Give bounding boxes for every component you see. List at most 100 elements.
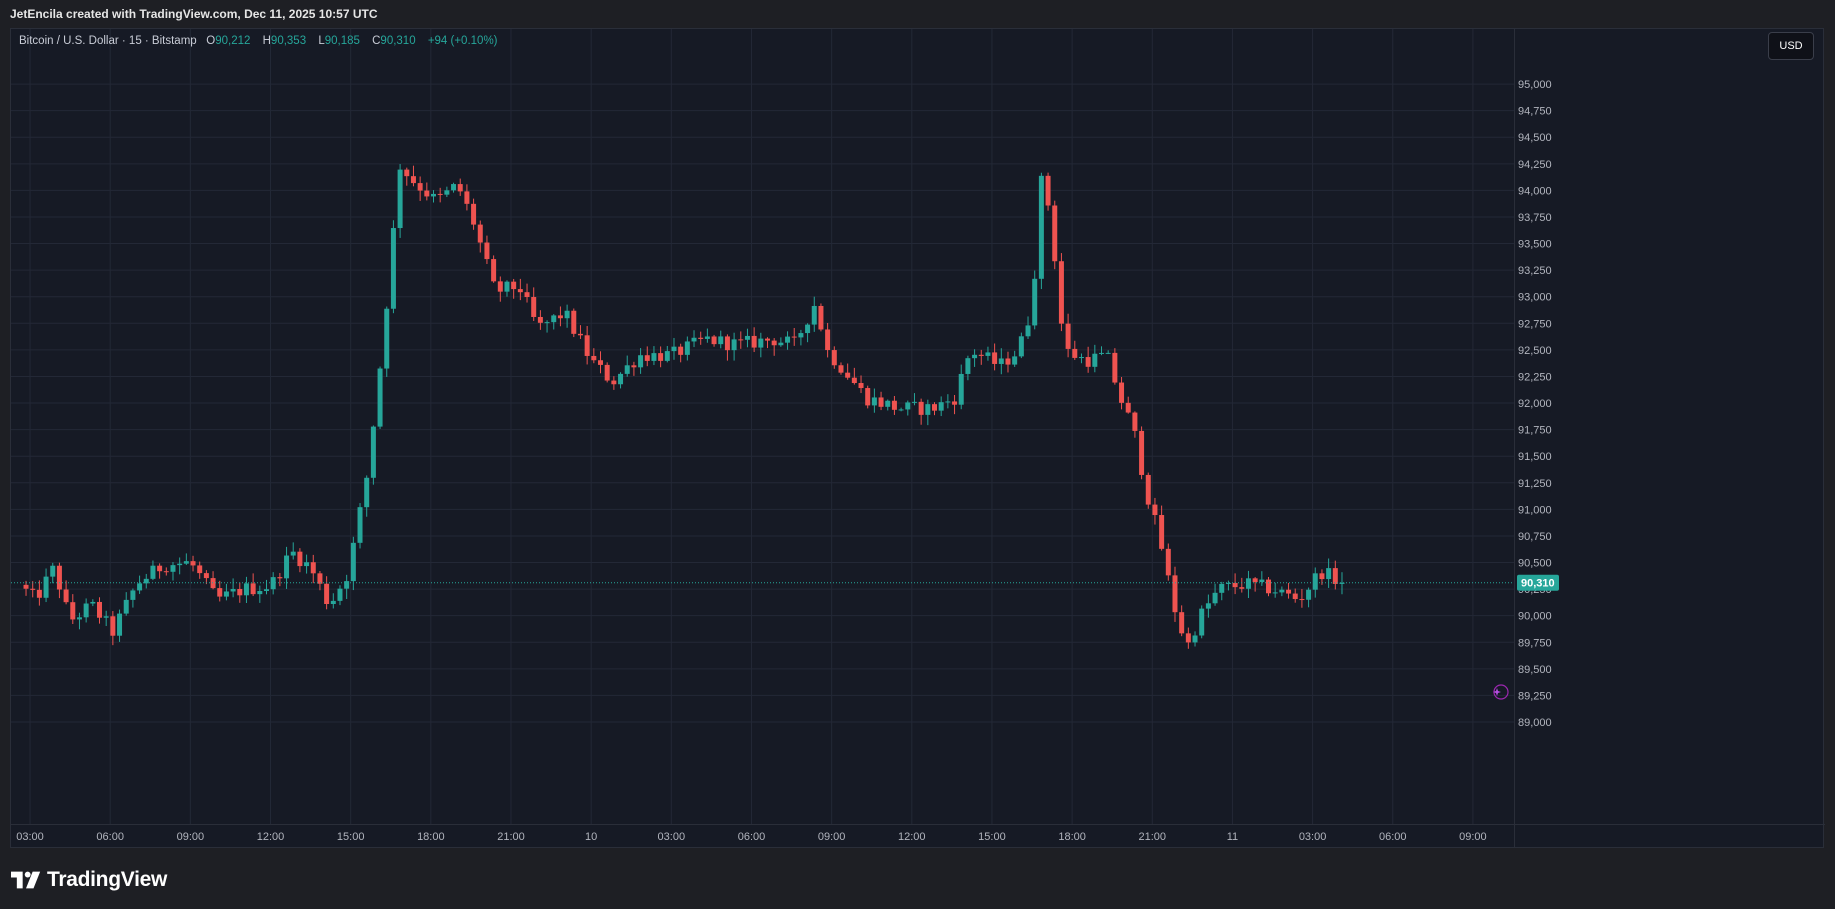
close-value: 90,310 bbox=[380, 35, 416, 47]
candle-body bbox=[250, 583, 256, 595]
candle-body bbox=[684, 341, 690, 355]
candle-body bbox=[932, 404, 938, 411]
candle-body bbox=[731, 339, 737, 351]
candle-body bbox=[751, 335, 757, 348]
candle-body bbox=[618, 373, 624, 385]
price-axis-tick-label: 92,500 bbox=[1518, 345, 1552, 357]
candle-body bbox=[304, 562, 310, 567]
price-axis-tick-label: 89,750 bbox=[1518, 637, 1552, 649]
candle-body bbox=[1232, 582, 1238, 588]
candle-body bbox=[1012, 356, 1018, 365]
tradingview-logo-icon bbox=[11, 871, 41, 889]
candle-body bbox=[765, 338, 771, 341]
price-axis-tick-label: 90,750 bbox=[1518, 531, 1552, 543]
candle-body bbox=[90, 601, 96, 604]
candle-body bbox=[851, 377, 857, 384]
candle-body bbox=[157, 565, 163, 572]
candle-body bbox=[1159, 515, 1165, 549]
time-axis-tick-label: 12:00 bbox=[257, 831, 285, 843]
candle-body bbox=[825, 329, 831, 351]
candle-body bbox=[1225, 582, 1231, 584]
candle-body bbox=[1306, 589, 1312, 600]
candle-body bbox=[137, 583, 143, 591]
candle-body bbox=[377, 368, 383, 427]
symbol-legend: Bitcoin / U.S. Dollar · 15 · Bitstamp O9… bbox=[19, 35, 507, 47]
candle-body bbox=[310, 562, 316, 574]
candle-body bbox=[1005, 358, 1011, 365]
candle-body bbox=[591, 355, 597, 361]
candle-body bbox=[1145, 474, 1151, 505]
candle-body bbox=[544, 322, 550, 324]
candle-body bbox=[36, 589, 42, 598]
candle-body bbox=[972, 354, 978, 359]
candle-body bbox=[1032, 278, 1038, 326]
currency-button[interactable]: USD bbox=[1768, 32, 1814, 60]
candle-body bbox=[718, 336, 724, 345]
time-axis-tick-label: 03:00 bbox=[16, 831, 44, 843]
price-chart[interactable]: 89,00089,25089,50089,75090,00090,25090,5… bbox=[11, 29, 1825, 849]
candle-body bbox=[704, 336, 710, 339]
last-price-tag: 90,310 bbox=[1517, 574, 1559, 591]
candle-body bbox=[384, 308, 390, 369]
candle-body bbox=[290, 551, 296, 556]
candle-body bbox=[424, 190, 430, 197]
price-axis-tick-label: 93,250 bbox=[1518, 265, 1552, 277]
price-axis-tick-label: 90,000 bbox=[1518, 611, 1552, 623]
price-axis-tick-label: 93,000 bbox=[1518, 292, 1552, 304]
candle-body bbox=[644, 355, 650, 361]
candle-body bbox=[865, 388, 871, 406]
candle-body bbox=[985, 352, 991, 356]
candle-body bbox=[1239, 587, 1245, 589]
candle-body bbox=[791, 336, 797, 338]
time-axis-tick-label: 06:00 bbox=[1379, 831, 1407, 843]
candle-body bbox=[584, 335, 590, 356]
footer-bar: TradingView bbox=[0, 848, 1835, 909]
candle-body bbox=[1025, 325, 1031, 337]
candle-body bbox=[891, 400, 897, 410]
candle-body bbox=[1205, 603, 1211, 609]
candle-body bbox=[1018, 336, 1024, 357]
candle-body bbox=[871, 397, 877, 406]
candle-body bbox=[1219, 583, 1225, 593]
candle-body bbox=[97, 601, 103, 618]
candle-body bbox=[484, 242, 490, 260]
price-axis-tick-label: 94,000 bbox=[1518, 185, 1552, 197]
candle-body bbox=[464, 191, 470, 204]
candle-body bbox=[945, 401, 951, 403]
open-label: O bbox=[206, 35, 216, 47]
candle-body bbox=[691, 337, 697, 342]
candle-body bbox=[771, 340, 777, 346]
candle-body bbox=[998, 358, 1004, 364]
candle-body bbox=[56, 565, 62, 590]
candle-body bbox=[551, 315, 557, 323]
candle-body bbox=[1065, 323, 1071, 349]
candle-body bbox=[230, 588, 236, 592]
chart-pane[interactable]: 89,00089,25089,50089,75090,00090,25090,5… bbox=[10, 28, 1825, 849]
candle-body bbox=[1105, 352, 1111, 354]
publisher-credit: JetEncila created with TradingView.com, … bbox=[10, 7, 378, 21]
candle-body bbox=[571, 310, 577, 334]
candle-body bbox=[324, 583, 330, 605]
candle-body bbox=[524, 292, 530, 298]
candle-body bbox=[564, 310, 570, 319]
candle-body bbox=[811, 305, 817, 325]
candle-body bbox=[83, 603, 89, 618]
candle-body bbox=[76, 617, 82, 620]
candle-body bbox=[237, 588, 243, 596]
price-axis-tick-label: 94,250 bbox=[1518, 159, 1552, 171]
candle-body bbox=[337, 588, 343, 601]
candle-body bbox=[257, 591, 263, 595]
candle-body bbox=[1092, 353, 1098, 367]
sparkle-icon[interactable] bbox=[1493, 684, 1509, 700]
tradingview-logo[interactable]: TradingView bbox=[11, 868, 167, 892]
candle-body bbox=[1052, 205, 1058, 262]
candle-body bbox=[1319, 573, 1325, 580]
candle-body bbox=[838, 365, 844, 373]
time-axis-tick-label: 15:00 bbox=[337, 831, 365, 843]
tradingview-wordmark: TradingView bbox=[47, 868, 168, 891]
candle-body bbox=[958, 373, 964, 405]
candle-body bbox=[410, 176, 416, 184]
price-axis-tick-label: 93,500 bbox=[1518, 239, 1552, 251]
time-axis-tick-label: 03:00 bbox=[658, 831, 686, 843]
candle-body bbox=[330, 600, 336, 605]
